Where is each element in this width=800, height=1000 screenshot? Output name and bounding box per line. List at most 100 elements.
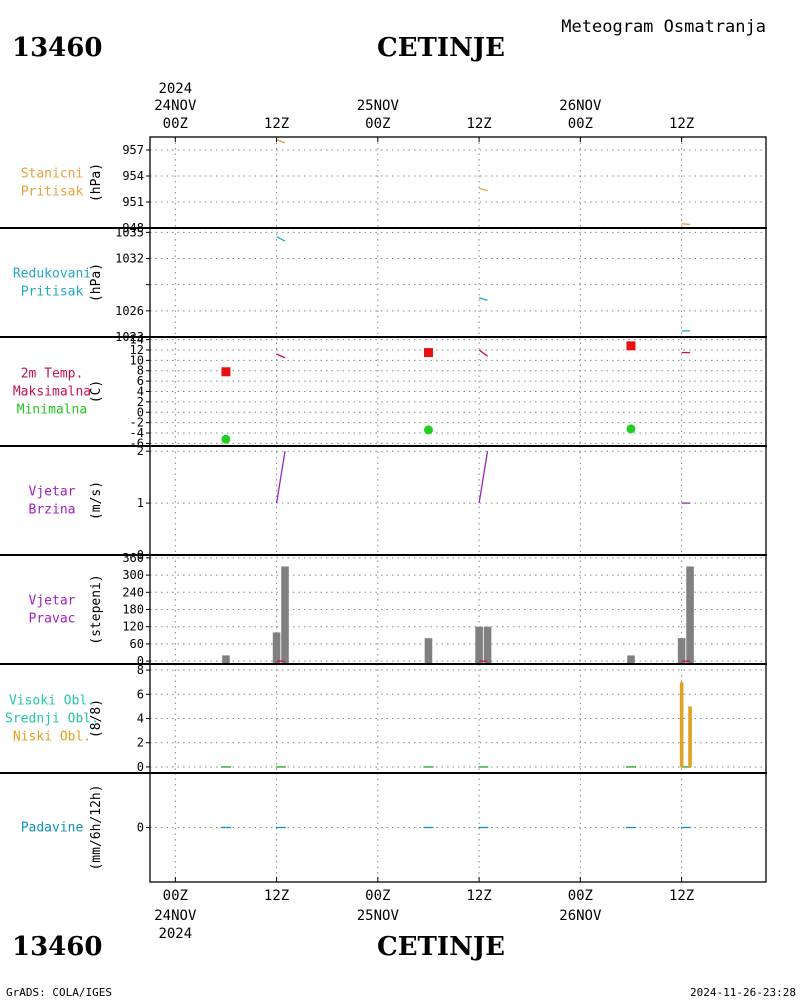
bottom-time-tick-label: 00Z <box>163 888 188 904</box>
y-tick-label: 0 <box>137 405 144 419</box>
max-temp-marker <box>626 341 636 351</box>
y-tick-label: 120 <box>122 620 144 634</box>
panel-label: 2m Temp. <box>21 367 84 382</box>
series-line <box>478 297 488 301</box>
wind-direction-bar <box>272 632 281 664</box>
min-temp-marker <box>626 424 636 434</box>
panel-label: Pravac <box>29 612 76 627</box>
y-tick-label: 10 <box>130 353 144 367</box>
panel-label: Redukovani <box>13 267 91 282</box>
y-axis-label: (hPa) <box>89 263 104 302</box>
series-line <box>276 353 286 359</box>
wind-direction-bar <box>281 566 289 664</box>
y-axis-label: (m/s) <box>89 481 104 520</box>
y-tick-label: 6 <box>137 374 144 388</box>
top-date-label: 25NOV <box>357 98 400 114</box>
panel-data <box>222 566 694 664</box>
series-line <box>478 451 489 504</box>
panel-data <box>275 451 691 504</box>
y-tick-label: 4 <box>137 712 144 726</box>
y-axis-label: (hPa) <box>89 163 104 202</box>
min-temp-marker <box>423 425 433 435</box>
top-year-label: 2024 <box>158 81 192 97</box>
y-tick-label: 12 <box>130 343 144 357</box>
panel-frame <box>149 445 767 556</box>
y-axis-label: (mm/6h/12h) <box>89 784 104 870</box>
y-axis-label: (C) <box>89 380 104 403</box>
panel-label: Minimalna <box>17 403 87 418</box>
bottom-time-tick-label: 12Z <box>669 888 694 904</box>
panel-data <box>220 682 692 768</box>
y-tick-label: 8 <box>137 364 144 378</box>
bottom-date-label: 25NOV <box>357 908 400 924</box>
max-temp-marker <box>423 348 433 358</box>
panel-frame <box>149 136 767 229</box>
y-tick-label: 1032 <box>115 252 144 266</box>
y-tick-label: 2 <box>137 736 144 750</box>
top-date-label: 24NOV <box>154 98 197 114</box>
y-tick-label: 2 <box>137 444 144 458</box>
panel-label: Brzina <box>29 503 76 518</box>
panel-data <box>276 138 691 226</box>
footer-timestamp: 2024-11-26-23:28 <box>690 986 796 999</box>
panel-7: 0 (mm/6h/12h) Padavine <box>21 772 767 883</box>
series-line <box>681 223 691 226</box>
bottom-time-tick-label: 12Z <box>264 888 289 904</box>
series-line <box>478 349 488 357</box>
y-tick-label: 6 <box>137 687 144 701</box>
panel-label: Pritisak <box>21 285 84 300</box>
top-time-tick-label: 12Z <box>669 116 694 132</box>
y-axis-label: (stepeni) <box>89 574 104 644</box>
y-tick-label: 0 <box>137 760 144 774</box>
panel-label: Maksimalna <box>13 385 91 400</box>
wind-direction-bar <box>627 655 635 664</box>
y-tick-label: 4 <box>137 385 144 399</box>
panel-label: Niski Obl. <box>13 730 91 745</box>
panel-label: Vjetar <box>29 485 76 500</box>
low-cloud-bar <box>679 682 684 767</box>
panel-label: Pritisak <box>21 185 84 200</box>
footer-station-name: CETINJE <box>377 932 505 962</box>
panel-label: Vjetar <box>29 594 76 609</box>
y-tick-label: 60 <box>130 637 144 651</box>
header-station-id: 13460 <box>12 33 102 63</box>
wind-direction-bar <box>424 638 433 664</box>
series-line <box>276 138 286 144</box>
panel-label: Padavine <box>21 821 84 836</box>
y-tick-label: 180 <box>122 603 144 617</box>
y-tick-label: 0 <box>137 821 144 835</box>
wind-direction-bar <box>222 655 230 664</box>
top-time-tick-label: 12Z <box>466 116 491 132</box>
y-tick-label: -4 <box>130 426 144 440</box>
y-tick-label: 951 <box>122 195 144 209</box>
bottom-time-tick-label: 00Z <box>365 888 390 904</box>
wind-direction-bar <box>483 626 492 664</box>
y-tick-label: 300 <box>122 568 144 582</box>
top-time-tick-label: 00Z <box>568 116 593 132</box>
y-tick-label: -2 <box>130 416 144 430</box>
series-line <box>275 451 286 504</box>
y-tick-label: 0 <box>137 654 144 668</box>
header-station-name: CETINJE <box>377 33 505 63</box>
wind-direction-bar <box>686 566 694 664</box>
panel-label: Srednji Obl. <box>5 712 99 727</box>
chart-title: Meteogram Osmatranja <box>561 17 766 37</box>
y-tick-label: 957 <box>122 143 144 157</box>
panel-data <box>276 236 691 332</box>
wind-direction-bar <box>677 638 686 664</box>
top-time-tick-label: 00Z <box>365 116 390 132</box>
panel-label: Stanicni <box>21 167 84 182</box>
y-tick-label: 1026 <box>115 304 144 318</box>
panel-data <box>221 341 691 444</box>
panel-6: 8 6 4 2 0 (8/8)Visoki Obl. Srednji Obl. Niski O… <box>5 663 767 774</box>
y-axis-label: (8/8) <box>89 699 104 738</box>
footer-software: GrADS: COLA/IGES <box>6 986 112 999</box>
footer-station-id: 13460 <box>12 932 102 962</box>
low-cloud-bar <box>688 706 692 767</box>
panel-frame <box>149 227 767 338</box>
panel-5: 360 300 240 180 120 60 0 (stepeni) Vjetar Pravac <box>29 551 767 668</box>
